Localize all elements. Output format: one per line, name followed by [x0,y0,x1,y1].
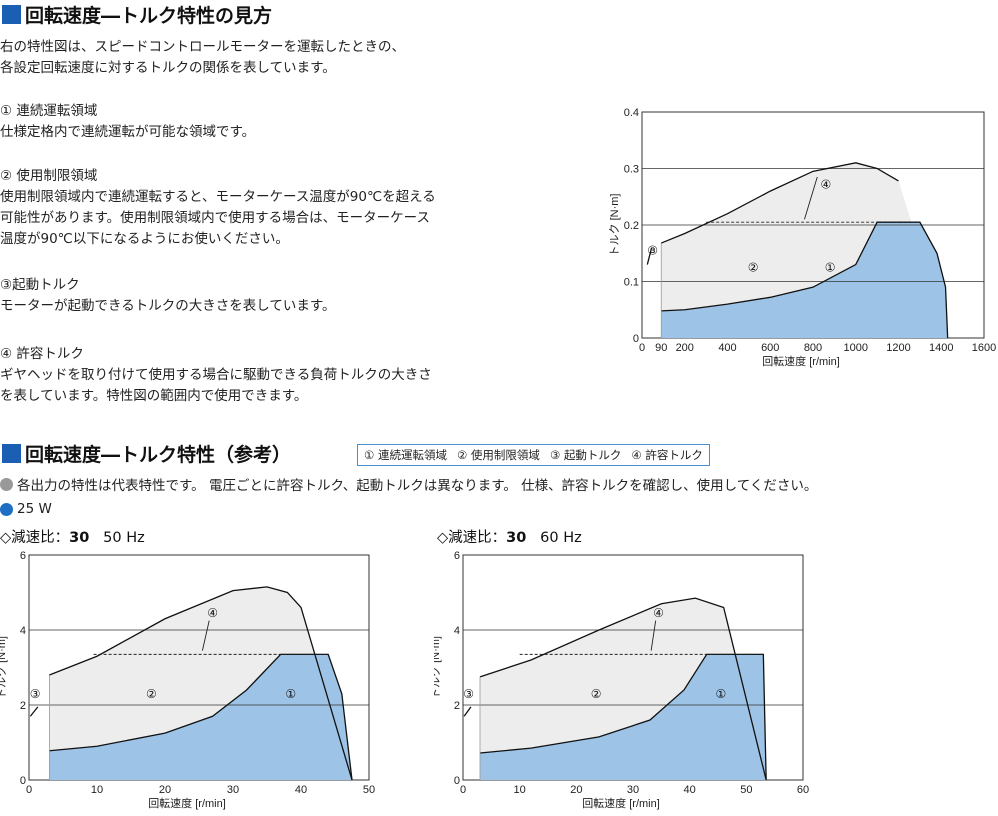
x-tick-label: 20 [570,784,582,796]
item-starting-torque: ③起動トルク モーターが起動できるトルクの大きさを表しています。 [0,277,336,314]
speed-torque-chart-50hz: 0 10 20 30 40 50 0 2 4 6 回転速度 [r/min] トルク [N·m] ① ② ③ ④ [0,550,375,810]
legend-continuous: ① 連続運転領域 [364,448,447,462]
continuous-boundary-line [661,221,949,339]
y-tick-label: 4 [20,625,26,637]
legend-limited: ② 使用制限領域 [456,448,540,462]
x-tick-label: 10 [91,784,103,796]
region-label: ④ [653,606,664,620]
continuous-boundary-line [479,653,767,781]
x-tick-label: 400 [718,342,736,354]
x-tick-label: 1400 [929,342,953,354]
gray-dot-icon [0,477,13,491]
legend-permissible: ④ 許容トルク [631,448,703,462]
y-tick-label: 6 [454,550,460,562]
permissible-leader-line [650,620,657,651]
y-tick-label: 0 [20,775,26,787]
y-tick-label: 6 [20,550,26,562]
speed-torque-chart-example: 0 90 200 400 600 800 1000 1200 1400 1600 0 0.1 0.2 0.… [608,107,996,368]
permissible-leader-line [804,176,818,220]
region-label: ② [591,687,602,701]
region-label: ③ [463,687,474,701]
x-tick-label: 20 [159,784,171,796]
chart2-subtitle: ◇減速比：30 60 Hz [437,530,582,546]
continuous-boundary-line [49,653,353,781]
x-tick-label: 60 [797,784,809,796]
continuous-region-area [49,654,353,780]
continuous-region-area [480,654,767,780]
region-label: ② [748,260,759,274]
square-bullet-icon [2,444,21,463]
limit-boundary-line [660,162,899,244]
region-label: ② [146,687,157,701]
chart1-subtitle: ◇減速比：30 50 Hz [0,530,145,546]
region-label: ④ [207,606,218,620]
item-limited: ② 使用制限領域 使用制限領域内で連続運転すると、モーターケース温度が90℃を超… [0,168,436,247]
section1-title: 回転速度―トルク特性の見方 [2,1,272,28]
limit-boundary-line [479,597,767,781]
x-tick-label: 600 [761,342,779,354]
x-tick-label: 0 [460,784,466,796]
blue-dot-icon [0,502,13,516]
y-tick-label: 2 [454,700,460,712]
x-tick-label: 1200 [886,342,910,354]
representative-note: 各出力の特性は代表特性です。 電圧ごとに許容トルク、起動トルクは異なります。 仕… [0,474,817,494]
x-tick-label: 1600 [972,342,996,354]
limit-boundary-line [49,586,353,781]
y-tick-label: 4 [454,625,460,637]
permissible-leader-line [201,620,210,651]
square-bullet-icon [2,5,21,24]
y-tick-label: 0 [454,775,460,787]
x-tick-label: 90 [655,342,667,354]
region-label: ① [715,687,726,701]
y-tick-label: 0.4 [624,107,639,119]
x-tick-label: 50 [363,784,375,796]
intro-text: 右の特性図は、スピードコントロールモーターを運転したときの、 各設定回転速度に対… [0,39,405,76]
y-axis-label: トルク [N·m] [0,636,8,699]
y-tick-label: 0.2 [624,220,639,232]
section2-title: 回転速度―トルク特性（参考） [2,440,291,467]
x-axis-label: 回転速度 [r/min] [762,354,840,368]
x-axis-label: 回転速度 [r/min] [582,796,660,810]
continuous-region-area [661,222,948,338]
y-tick-label: 0.1 [624,277,639,289]
starting-torque-mark [29,706,39,717]
item-continuous: ① 連続運転領域 仕様定格内で連続運転が可能な領域です。 [0,103,256,140]
x-tick-label: 10 [514,784,526,796]
y-tick-label: 0 [633,333,639,345]
x-tick-label: 40 [295,784,307,796]
x-axis-label: 回転速度 [r/min] [148,796,226,810]
region-label: ③ [30,687,41,701]
y-tick-label: 0.3 [624,164,639,176]
x-tick-label: 40 [684,784,696,796]
speed-torque-chart-60hz: 0 10 20 30 40 50 60 0 2 4 6 回転速度 [r/min] トルク [N·m] ① ②… [434,550,809,810]
x-tick-label: 0 [639,342,645,354]
starting-torque-mark [463,706,472,717]
x-tick-label: 30 [627,784,639,796]
output-label: 25 W [0,501,52,517]
x-tick-label: 0 [26,784,32,796]
region-label: ③ [647,243,658,257]
region-label: ① [285,687,296,701]
y-axis-label: トルク [N·m] [608,194,621,257]
region-label: ④ [820,177,831,191]
x-tick-label: 200 [676,342,694,354]
x-tick-label: 800 [804,342,822,354]
item-permissible-torque: ④ 許容トルク ギヤヘッドを取り付けて使用する場合に駆動できる負荷トルクの大きさ… [0,346,432,404]
starting-torque-mark [646,247,653,265]
region-label: ① [825,260,836,274]
y-axis-label: トルク [N·m] [434,636,442,699]
x-tick-label: 30 [227,784,239,796]
legend-starting: ③ 起動トルク [549,448,622,462]
y-tick-label: 2 [20,700,26,712]
x-tick-label: 1000 [844,342,868,354]
x-tick-label: 50 [740,784,752,796]
region-legend: ① 連続運転領域 ② 使用制限領域 ③ 起動トルク ④ 許容トルク [357,444,710,466]
